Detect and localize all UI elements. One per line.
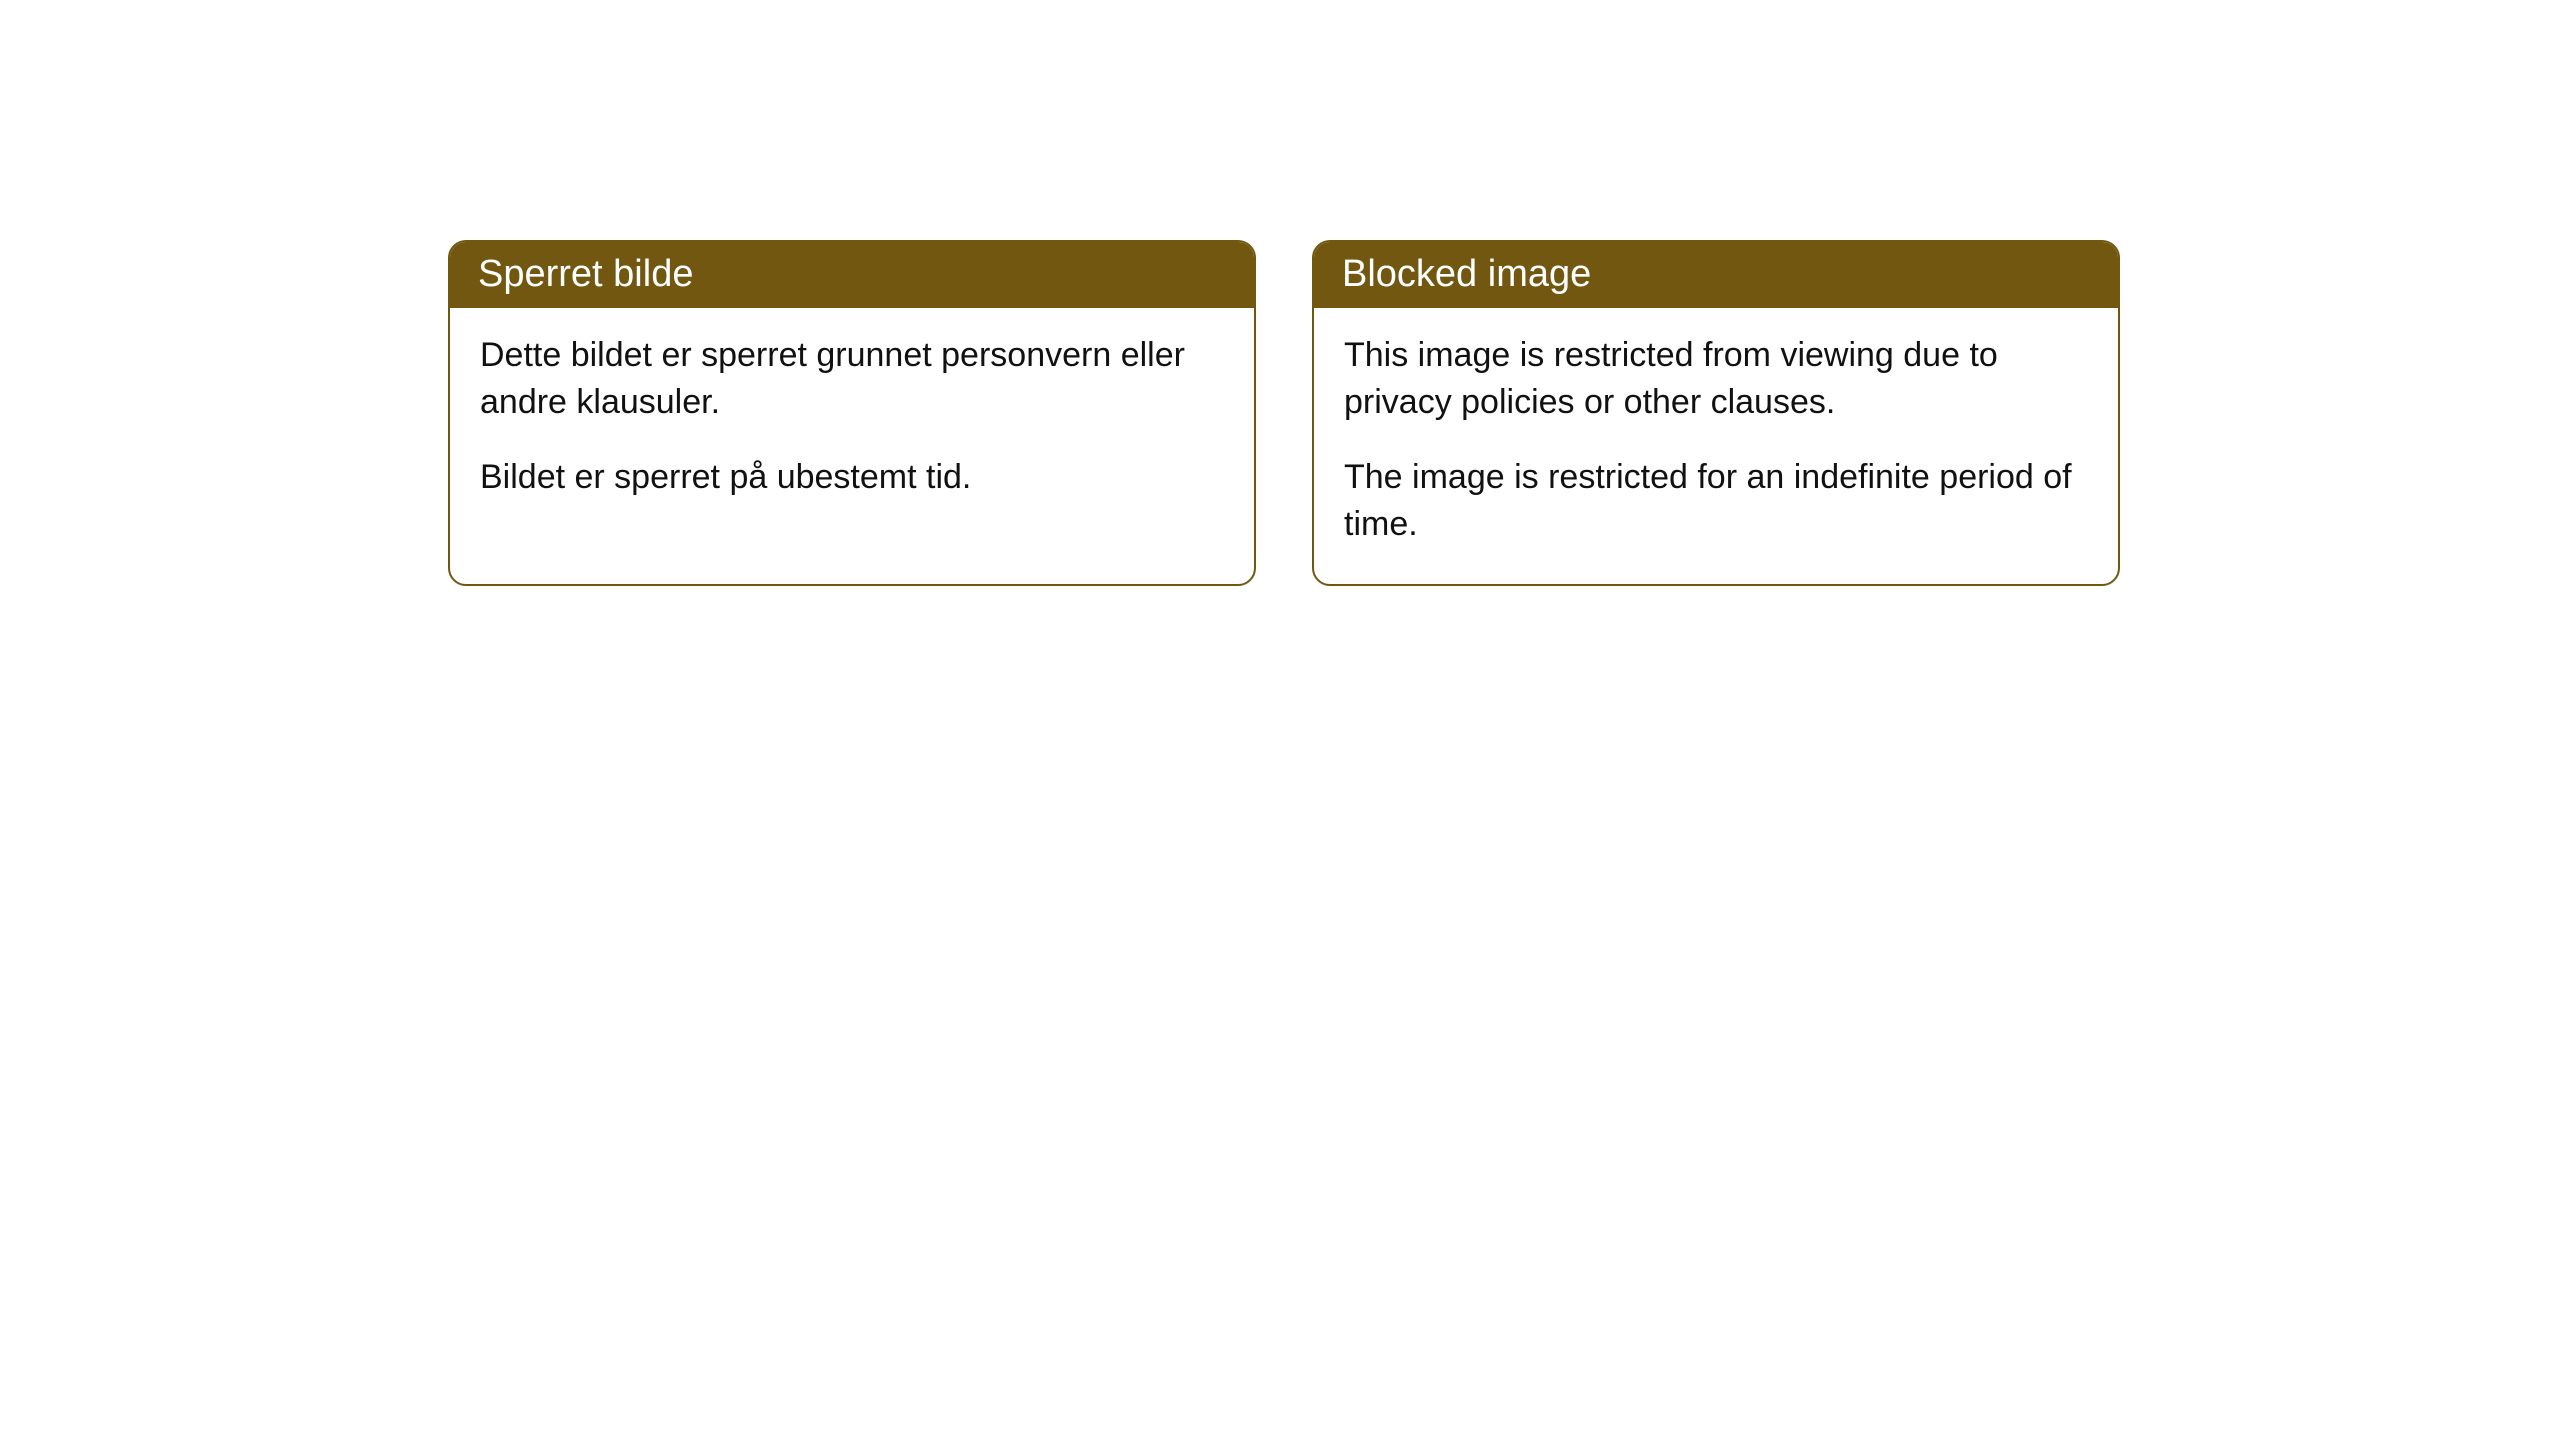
card-paragraph: This image is restricted from viewing du… <box>1344 332 2088 426</box>
card-title: Blocked image <box>1342 253 1591 295</box>
notice-cards-container: Sperret bilde Dette bildet er sperret gr… <box>448 240 2120 586</box>
card-title: Sperret bilde <box>478 253 693 295</box>
notice-card-norwegian: Sperret bilde Dette bildet er sperret gr… <box>448 240 1256 586</box>
card-paragraph: The image is restricted for an indefinit… <box>1344 454 2088 548</box>
card-header: Blocked image <box>1314 242 2118 308</box>
notice-card-english: Blocked image This image is restricted f… <box>1312 240 2120 586</box>
card-header: Sperret bilde <box>450 242 1254 308</box>
card-body: Dette bildet er sperret grunnet personve… <box>450 308 1254 537</box>
card-paragraph: Bildet er sperret på ubestemt tid. <box>480 454 1224 501</box>
card-paragraph: Dette bildet er sperret grunnet personve… <box>480 332 1224 426</box>
card-body: This image is restricted from viewing du… <box>1314 308 2118 584</box>
